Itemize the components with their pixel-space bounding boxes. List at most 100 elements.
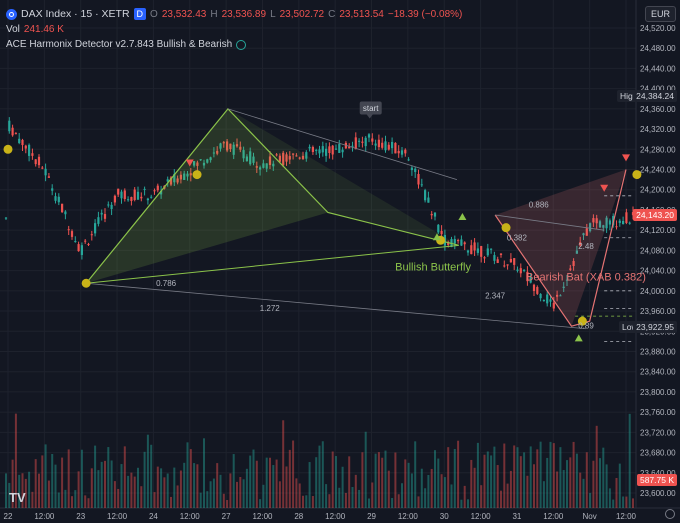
eye-icon[interactable] (236, 39, 247, 50)
time-tick-label: 28 (294, 512, 303, 521)
candle-body (605, 217, 608, 229)
volume-bar (605, 464, 608, 508)
bullish-pattern-line (85, 107, 459, 284)
volume-bar (229, 473, 232, 508)
volume-bar (203, 438, 205, 508)
candle-body (354, 137, 357, 150)
pivot-dot (192, 170, 202, 180)
volume-bar (473, 467, 476, 508)
volume-bar (255, 460, 258, 508)
bearish-bat-label: Bearish Bat (XAB 0.382) (526, 272, 646, 284)
start-label: start (363, 104, 379, 113)
volume-bar (404, 459, 407, 508)
candle-body (364, 137, 367, 147)
price-tick-label: 24,280.00 (640, 145, 676, 154)
candle-body (523, 269, 526, 271)
candle-body (387, 144, 390, 150)
candle-body (34, 159, 37, 165)
candle-body (28, 144, 31, 156)
volume-bar (443, 477, 446, 508)
volume-bar (414, 441, 417, 508)
time-tick-label: 12:00 (34, 512, 55, 521)
volume-bar (288, 449, 291, 508)
volume-bar (28, 471, 31, 508)
candle-body (579, 242, 582, 246)
candle-body (424, 190, 427, 201)
buy-signal-marker (458, 213, 467, 221)
time-tick-label: 23 (76, 512, 85, 521)
price-tick-label: 24,200.00 (640, 186, 676, 195)
volume-bar (552, 443, 555, 508)
volume-bar (407, 462, 410, 508)
settings-gear-icon[interactable] (665, 509, 675, 519)
volume-bar (47, 480, 50, 508)
price-tick-label: 24,480.00 (640, 44, 676, 53)
volume-bar (282, 420, 285, 508)
candle-body (285, 154, 288, 162)
price-tick-label: 24,440.00 (640, 64, 676, 73)
time-tick-label: 12:00 (398, 512, 419, 521)
volume-bar (11, 459, 14, 508)
volume-bar (457, 440, 460, 508)
candle-body (404, 149, 407, 154)
candle-body (618, 220, 621, 223)
close-value: 23,513.54 (339, 8, 384, 20)
candle-body (546, 294, 549, 304)
volume-bar (275, 459, 278, 508)
pivot-dot (632, 170, 642, 180)
volume-bar (44, 444, 47, 508)
symbol-title[interactable]: DAX Index · 15 · XETR (21, 8, 130, 20)
volume-bar (24, 478, 27, 508)
volume-bar (90, 468, 93, 508)
volume-bar (529, 446, 532, 508)
bearish-ratio-line (495, 214, 605, 231)
volume-bar (387, 470, 390, 508)
candle-body (381, 142, 384, 148)
currency-button[interactable]: EUR (644, 6, 676, 22)
tradingview-logo-icon[interactable]: TV (9, 490, 26, 505)
candle-body (539, 293, 542, 299)
candle-body (516, 269, 519, 271)
volume-bar (166, 473, 169, 508)
candle-body (196, 162, 199, 166)
volume-bar (57, 492, 60, 508)
volume-bar (163, 477, 166, 508)
candle-body (14, 133, 17, 135)
candle-body (509, 258, 512, 263)
candle-body (457, 240, 460, 242)
volume-bar (615, 477, 618, 508)
candle-body (120, 191, 123, 199)
volume-bar (196, 464, 199, 508)
volume-bar (467, 499, 469, 508)
volume-bar (377, 452, 380, 508)
pivot-dot (577, 316, 587, 326)
candle-body (334, 148, 338, 150)
volume-bar (193, 463, 196, 508)
volume-bar (579, 472, 582, 508)
volume-bar (364, 431, 367, 508)
candle-body (490, 248, 493, 250)
candle-body (480, 246, 483, 257)
bearish-fill (495, 169, 626, 327)
volume-bar (523, 452, 526, 508)
volume-bar (189, 449, 192, 508)
candle-body (572, 261, 575, 267)
volume-bar (589, 492, 592, 508)
time-tick-label: 22 (4, 512, 13, 521)
candle-body (394, 142, 397, 154)
bullish-abc-fill (227, 108, 459, 246)
volume-bar (344, 492, 347, 508)
symbol-icon (6, 8, 17, 20)
candle-body (318, 149, 321, 154)
volume-bar (549, 441, 552, 508)
volume-bar (490, 455, 493, 508)
volume-bar (219, 474, 222, 508)
candle-body (8, 120, 11, 132)
candle-body (173, 173, 176, 183)
candle-body (80, 245, 83, 256)
volume-bar (212, 478, 215, 508)
time-tick-label: 30 (440, 512, 449, 521)
indicator-title[interactable]: ACE Harmonix Detector v2.7.843 Bullish &… (6, 39, 233, 50)
volume-bar (94, 445, 97, 508)
